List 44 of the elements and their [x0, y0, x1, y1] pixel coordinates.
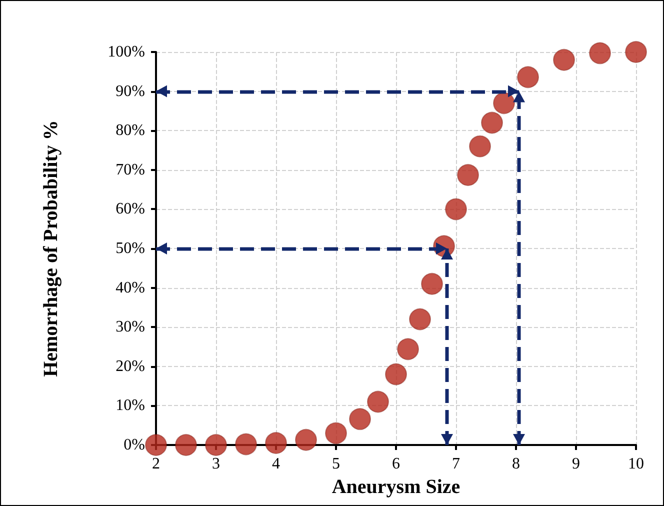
point [481, 112, 503, 134]
point [205, 434, 227, 456]
point [367, 390, 389, 413]
point [409, 308, 431, 330]
point [325, 422, 347, 444]
x-axis-title: Aneurysm Size [332, 476, 460, 498]
point [517, 66, 539, 88]
x-tick-label: 7 [452, 456, 460, 472]
x-tick-label: 3 [212, 456, 220, 472]
point [145, 434, 167, 456]
y-tick-label: 30% [116, 318, 145, 336]
y-tick-label: 20% [116, 358, 145, 375]
x-tick-label: 2 [152, 456, 160, 472]
y-tick-label: 70% [116, 161, 145, 178]
point [235, 433, 257, 456]
x-tick-label: 5 [332, 456, 340, 472]
point [385, 363, 407, 386]
y-axis-title: Hemorrhage of Probability % [40, 120, 62, 377]
point [349, 408, 371, 430]
y-tick-label: 50% [116, 240, 145, 257]
point [625, 41, 647, 63]
point [445, 198, 467, 220]
y-tick-label: 80% [116, 122, 145, 140]
point [589, 42, 611, 64]
point [493, 92, 515, 114]
x-tick-label: 8 [512, 456, 520, 472]
point [397, 338, 419, 360]
x-tick-label: 10 [628, 456, 644, 472]
point [457, 164, 479, 186]
y-tick-label: 10% [116, 397, 145, 414]
point [295, 428, 317, 451]
y-tick-label: 90% [116, 82, 145, 100]
point [175, 434, 197, 456]
y-tick-label: 40% [116, 279, 145, 296]
point [421, 272, 443, 295]
x-tick-label: 9 [572, 456, 580, 472]
y-tick-label: 100% [108, 44, 145, 60]
point [265, 432, 287, 454]
y-tick-label: 0% [124, 436, 145, 454]
x-tick-label: 4 [272, 456, 280, 472]
point [553, 48, 575, 71]
x-tick-label: 6 [392, 456, 400, 472]
point [469, 135, 491, 158]
y-tick-label: 60% [116, 200, 145, 218]
